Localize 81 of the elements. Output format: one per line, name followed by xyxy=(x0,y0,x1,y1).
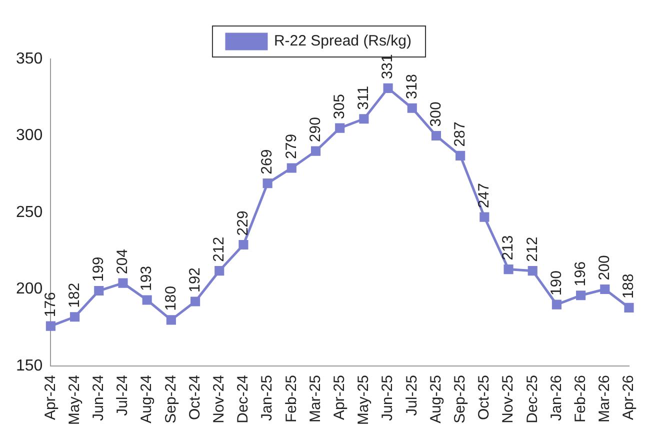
x-tick-label: Nov-24 xyxy=(210,374,228,424)
y-tick-label: 250 xyxy=(16,204,43,221)
x-tick-label: Mar-26 xyxy=(596,374,614,422)
point xyxy=(190,296,200,306)
data-label: 305 xyxy=(330,94,348,120)
data-label: 190 xyxy=(548,270,565,296)
x-tick-label: Nov-25 xyxy=(500,374,517,424)
x-tick-label: Jun-24 xyxy=(90,374,108,421)
point xyxy=(359,114,369,124)
data-label: 287 xyxy=(451,122,468,147)
point xyxy=(407,103,417,113)
point xyxy=(310,146,321,156)
x-tick-label: Feb-25 xyxy=(282,374,300,423)
data-label: 229 xyxy=(234,210,252,236)
point xyxy=(624,302,634,312)
point xyxy=(576,290,586,300)
x-tick-label: Sep-24 xyxy=(162,374,180,424)
data-label: 188 xyxy=(620,274,638,299)
data-label: 318 xyxy=(403,74,420,100)
data-label: 331 xyxy=(379,54,396,80)
data-label: 196 xyxy=(572,261,589,286)
data-label: 180 xyxy=(162,286,180,311)
y-tick-label: 150 xyxy=(16,357,43,374)
point xyxy=(431,130,442,141)
data-label: 204 xyxy=(114,249,132,274)
data-label: 279 xyxy=(282,134,300,159)
point xyxy=(600,284,610,294)
legend-label: R-22 Spread (Rs/kg) xyxy=(274,32,412,50)
y-tick-label: 200 xyxy=(16,280,43,298)
x-tick-label: Jan-25 xyxy=(258,374,276,421)
x-tick-label: Mar-25 xyxy=(306,374,324,422)
point xyxy=(552,300,562,310)
x-tick-label: Dec-24 xyxy=(234,374,252,424)
data-label: 290 xyxy=(306,117,324,142)
x-tick-label: Sep-25 xyxy=(451,374,468,424)
data-label: 311 xyxy=(355,86,372,110)
data-label: 199 xyxy=(90,256,108,282)
point xyxy=(214,266,224,276)
data-label: 213 xyxy=(500,235,517,260)
x-tick-label: Feb-26 xyxy=(572,374,589,423)
y-tick-label: 300 xyxy=(16,127,43,144)
data-label: 300 xyxy=(427,102,444,127)
x-tick-label: Jun-25 xyxy=(379,374,396,421)
point xyxy=(238,240,248,250)
point xyxy=(46,321,56,331)
x-tick-label: Apr-24 xyxy=(42,374,59,420)
x-tick-label: Oct-24 xyxy=(186,374,204,420)
x-tick-label: Apr-26 xyxy=(620,374,638,420)
point xyxy=(262,178,272,188)
data-label: 176 xyxy=(42,292,59,318)
point xyxy=(166,315,176,325)
data-label: 212 xyxy=(524,236,541,262)
point xyxy=(118,278,128,288)
point xyxy=(94,286,104,296)
x-tick-label: Apr-25 xyxy=(330,374,348,420)
x-tick-label: May-25 xyxy=(355,374,372,426)
x-tick-label: Oct-25 xyxy=(476,374,493,420)
point xyxy=(480,212,490,222)
data-label: 192 xyxy=(186,267,204,293)
data-label: 182 xyxy=(66,282,83,308)
point xyxy=(286,163,296,173)
y-tick-label: 350 xyxy=(16,50,43,68)
x-tick-label: Jul-25 xyxy=(403,374,420,416)
data-label: 193 xyxy=(138,266,156,291)
x-tick-label: May-24 xyxy=(66,374,83,426)
x-tick-label: Dec-25 xyxy=(524,374,541,424)
point xyxy=(142,295,152,305)
data-label: 269 xyxy=(258,149,276,174)
point xyxy=(383,83,393,93)
point xyxy=(456,150,466,160)
x-tick-label: Jul-24 xyxy=(114,374,132,416)
data-label: 247 xyxy=(476,183,493,208)
point xyxy=(335,123,345,133)
point xyxy=(70,312,80,322)
x-tick-label: Aug-25 xyxy=(427,374,444,424)
data-label: 200 xyxy=(596,255,614,280)
point xyxy=(504,264,514,274)
point xyxy=(528,266,538,276)
x-tick-label: Aug-24 xyxy=(138,374,156,424)
x-tick-label: Jan-26 xyxy=(548,374,565,421)
data-label: 212 xyxy=(210,236,228,262)
